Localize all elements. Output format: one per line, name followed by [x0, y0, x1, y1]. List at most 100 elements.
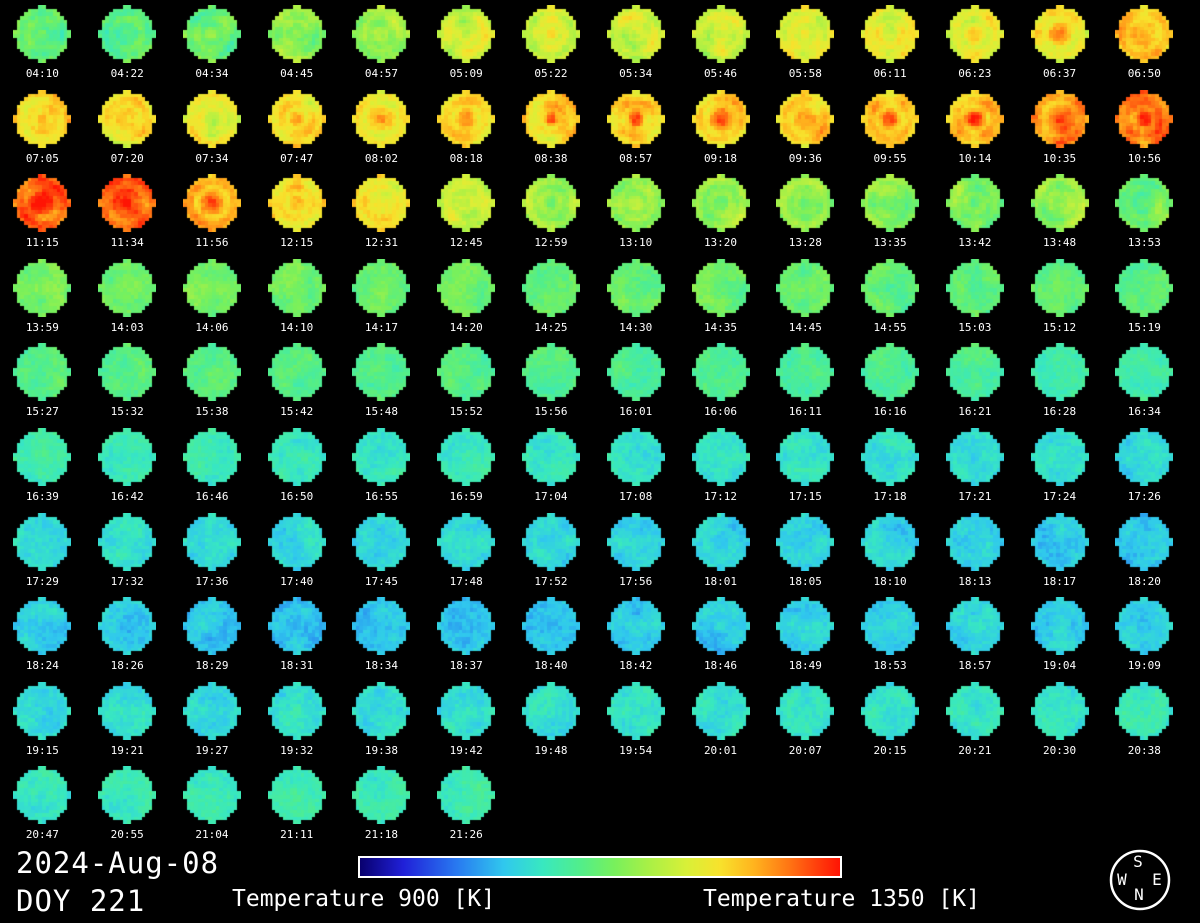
disk-timestamp: 07:34: [195, 151, 229, 165]
disk-timestamp: 17:40: [280, 574, 314, 588]
disk-timestamp: 18:49: [788, 659, 822, 673]
disk-timestamp: 16:55: [364, 489, 398, 503]
disk-cell: 14:55: [848, 258, 933, 344]
temperature-disk: [98, 427, 157, 486]
disk-cell: 05:22: [509, 5, 594, 90]
temperature-disk: [606, 89, 665, 148]
temperature-disk: [691, 512, 750, 571]
disk-cell: 14:35: [678, 258, 763, 344]
temperature-disk: [98, 174, 157, 233]
disk-cell: 06:37: [1017, 5, 1102, 90]
disk-timestamp: 18:42: [619, 659, 653, 673]
disk-cell: 16:59: [424, 427, 509, 513]
disk-cell: 14:45: [763, 258, 848, 344]
disk-timestamp: 18:26: [110, 659, 144, 673]
disk-timestamp: 05:34: [619, 67, 653, 80]
disk-cell: 20:38: [1102, 681, 1187, 767]
disk-cell: 06:23: [932, 5, 1017, 90]
disk-cell: 08:38: [509, 89, 594, 175]
disk-cell: 10:35: [1017, 89, 1102, 175]
temperature-disk: [776, 174, 835, 233]
temperature-disk: [606, 174, 665, 233]
day-of-year-label: DOY 221: [16, 884, 146, 918]
disk-timestamp: 20:30: [1043, 743, 1077, 757]
disk-cell: 18:01: [678, 512, 763, 598]
disk-timestamp: 12:59: [534, 236, 568, 250]
disk-cell: 17:52: [509, 512, 594, 598]
temperature-disk: [182, 597, 241, 656]
temperature-disk: [945, 89, 1004, 148]
disk-cell: 15:32: [85, 343, 170, 428]
disk-timestamp: 21:26: [449, 828, 483, 842]
disk-cell: 20:30: [1017, 681, 1102, 767]
disk-grid: 04:10 04:22 04:34 04:45 04:57 05:09 05:22 05:34…: [0, 5, 1200, 851]
disk-cell: 19:09: [1102, 597, 1187, 682]
disk-timestamp: 18:20: [1127, 574, 1161, 588]
disk-cell: 16:06: [678, 343, 763, 428]
temperature-disk: [691, 174, 750, 233]
disk-cell: 21:04: [170, 766, 255, 851]
disk-cell: 13:10: [593, 174, 678, 259]
temperature-disk: [98, 512, 157, 571]
disk-cell: 19:04: [1017, 597, 1102, 682]
temperature-disk: [1030, 343, 1089, 402]
temperature-disk: [13, 258, 72, 317]
disk-timestamp: 18:01: [703, 574, 738, 588]
disk-cell: 11:15: [0, 174, 85, 259]
disk-cell: 18:49: [763, 597, 848, 682]
disk-cell: 16:16: [848, 343, 933, 428]
temperature-disk: [521, 174, 580, 233]
disk-timestamp: 14:25: [534, 320, 568, 334]
disk-timestamp: 06:11: [873, 67, 907, 80]
disk-timestamp: 10:35: [1043, 151, 1077, 165]
temperature-disk: [945, 597, 1004, 656]
disk-timestamp: 19:42: [449, 743, 483, 757]
temperature-disk: [352, 5, 411, 63]
disk-timestamp: 18:24: [25, 659, 59, 673]
temperature-disk: [437, 174, 496, 233]
disk-timestamp: 18:46: [703, 659, 738, 673]
temperature-disk: [267, 174, 326, 233]
disk-timestamp: 18:13: [958, 574, 992, 588]
disk-timestamp: 14:30: [619, 320, 653, 334]
temperature-disk: [1030, 5, 1089, 63]
disk-cell: 17:04: [509, 427, 594, 513]
disk-cell: 18:42: [593, 597, 678, 682]
disk-cell: 18:10: [848, 512, 933, 598]
disk-cell: 13:53: [1102, 174, 1187, 259]
disk-timestamp: 07:47: [280, 151, 314, 165]
disk-cell: 13:28: [763, 174, 848, 259]
temperature-disk: [776, 427, 835, 486]
disk-timestamp: 15:42: [280, 405, 314, 419]
disk-cell: 20:21: [932, 681, 1017, 767]
temperature-disk: [352, 681, 411, 740]
disk-timestamp: 19:15: [25, 743, 59, 757]
disk-timestamp: 04:34: [195, 67, 229, 80]
compass-right-letter: E: [1152, 870, 1162, 889]
disk-cell: 07:05: [0, 89, 85, 175]
disk-cell: 06:11: [848, 5, 933, 90]
temperature-disk: [182, 427, 241, 486]
temperature-disk: [182, 174, 241, 233]
disk-row: 20:47 20:55 21:04 21:11 21:18 21:26: [0, 766, 1200, 851]
disk-timestamp: 21:11: [280, 828, 314, 842]
disk-timestamp: 16:21: [958, 405, 992, 419]
disk-timestamp: 07:05: [25, 151, 59, 165]
disk-timestamp: 19:04: [1043, 659, 1077, 673]
disk-cell: 17:48: [424, 512, 509, 598]
disk-row: 13:59 14:03 14:06 14:10 14:17 14:20 14:25 14:30…: [0, 258, 1200, 344]
disk-timestamp: 16:34: [1127, 405, 1161, 419]
temperature-disk: [606, 427, 665, 486]
disk-cell: 17:29: [0, 512, 85, 598]
temperature-disk: [861, 427, 920, 486]
disk-cell: 09:55: [848, 89, 933, 175]
disk-timestamp: 18:34: [364, 659, 398, 673]
disk-cell: 04:22: [85, 5, 170, 90]
disk-cell: 18:20: [1102, 512, 1187, 598]
disk-timestamp: 06:50: [1127, 67, 1161, 80]
temperature-disk: [13, 174, 72, 233]
disk-cell: 16:11: [763, 343, 848, 428]
disk-cell: 12:31: [339, 174, 424, 259]
disk-cell: 13:48: [1017, 174, 1102, 259]
disk-timestamp: 17:52: [534, 574, 568, 588]
